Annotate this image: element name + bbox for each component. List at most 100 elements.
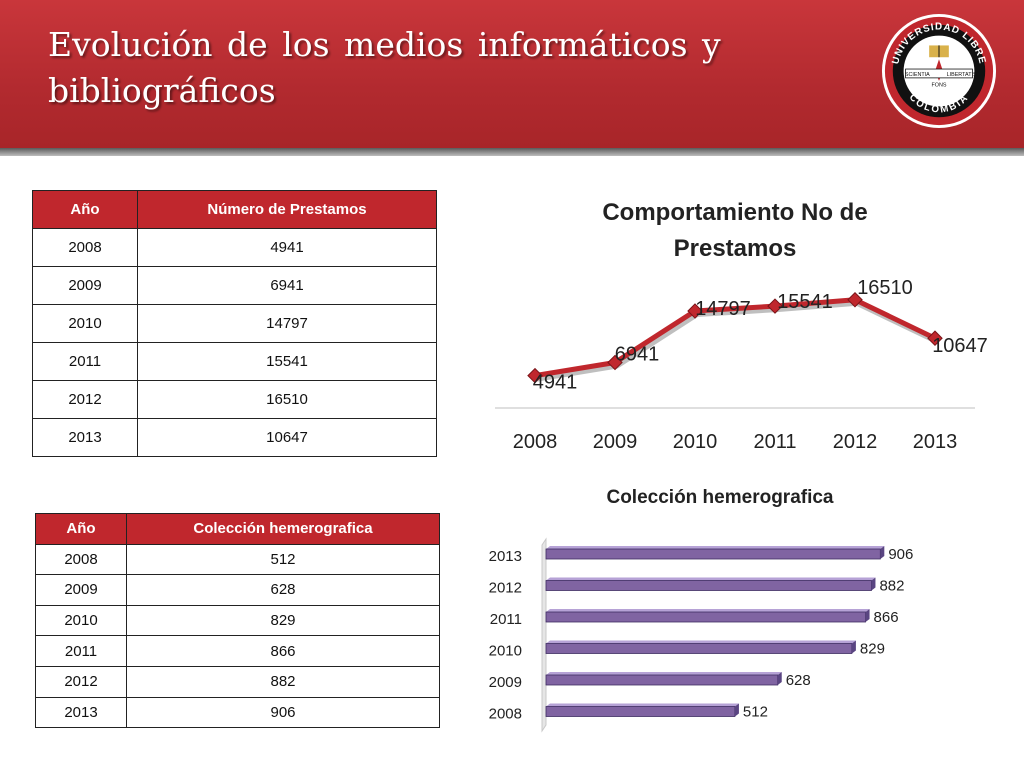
bar-end-face <box>777 672 782 685</box>
bar <box>545 706 736 717</box>
logo-banner-center: FONS <box>932 83 947 89</box>
bar <box>545 548 881 560</box>
bar-top-face <box>546 546 885 549</box>
bar-axis-wall <box>541 537 547 733</box>
table-row: 2009 628 <box>35 574 440 606</box>
table-row: 2008 4941 <box>32 228 437 267</box>
bar-end-face <box>880 546 885 559</box>
bar-top-face <box>546 672 782 675</box>
cell-year: 2008 <box>35 543 127 576</box>
data-label: 829 <box>860 641 885 658</box>
x-tick-label: 2012 <box>833 431 878 453</box>
cell-year: 2010 <box>32 304 138 343</box>
bar-end-face <box>871 577 876 591</box>
cell-value: 16510 <box>137 380 437 419</box>
x-tick-label: 2013 <box>913 431 958 453</box>
header-shadow <box>0 148 1024 156</box>
table-row: 2011 15541 <box>32 342 437 381</box>
bar-chart-title: Colección hemerografica <box>606 487 834 508</box>
data-point <box>927 330 943 346</box>
table-header-row: Año Número de Prestamos <box>32 190 437 229</box>
cell-value: 14797 <box>137 304 437 343</box>
data-label: 866 <box>874 609 899 626</box>
table-header-row: Año Colección hemerografica <box>35 513 440 545</box>
bar-top-face <box>546 609 870 612</box>
cell-value: 4941 <box>137 228 437 267</box>
y-tick-label: 2009 <box>489 674 522 691</box>
data-label: 628 <box>786 672 811 689</box>
data-label: 512 <box>743 704 768 721</box>
x-tick-label: 2011 <box>753 431 796 453</box>
data-label: 4941 <box>533 372 578 394</box>
logo-banner-right: LIBERTATIS <box>947 72 977 78</box>
cell-value: 829 <box>126 604 440 637</box>
data-label: 6941 <box>615 343 660 365</box>
data-point <box>847 291 863 308</box>
table-row: 2013 10647 <box>32 418 437 457</box>
cell-year: 2011 <box>35 635 127 667</box>
slide-title: Evolución de los medios informáticos y b… <box>48 22 768 114</box>
y-tick-label: 2013 <box>489 548 522 565</box>
y-tick-label: 2010 <box>489 643 522 660</box>
data-label: 882 <box>879 578 904 595</box>
slide-title-line2: bibliográficos <box>48 71 276 110</box>
bar <box>545 580 872 591</box>
bar <box>545 611 866 623</box>
cell-year: 2013 <box>32 418 138 457</box>
university-seal-logo: UNIVERSIDAD LIBRE COLOMBIA SCIENTIA FONS… <box>881 13 997 129</box>
hemerografica-table: Año Colección hemerografica 2008 512 2009… <box>35 513 440 729</box>
slide-header <box>0 0 1024 148</box>
data-label: 906 <box>888 546 913 563</box>
y-tick-label: 2008 <box>489 706 522 723</box>
data-label: 16510 <box>857 277 913 299</box>
table-row: 2012 16510 <box>32 380 437 419</box>
prestamos-table: Año Número de Prestamos 2008 4941 2009 694… <box>32 190 437 457</box>
cell-year: 2012 <box>35 665 127 698</box>
data-point <box>607 354 623 371</box>
logo-banner-left: SCIENTIA <box>905 72 930 78</box>
data-point <box>527 367 543 384</box>
cell-year: 2009 <box>35 574 127 606</box>
loans-line-chart: 4941 6941 14797 15541 16510 10647 2008 2009 2010… <box>495 277 988 453</box>
table-row: 2008 512 <box>35 543 440 576</box>
cell-value: 15541 <box>137 342 437 381</box>
cell-value: 512 <box>126 543 440 576</box>
x-tick-label: 2008 <box>513 431 558 453</box>
bar <box>545 674 779 686</box>
hemerografica-bar-chart: 512 2008 628 2009 829 2010 866 2011 882 2012 906 20… <box>489 537 913 733</box>
bar-end-face <box>865 609 870 622</box>
bar <box>545 643 853 654</box>
cell-year: 2011 <box>32 342 138 381</box>
bar-top-face <box>546 703 739 707</box>
cell-value: 866 <box>126 635 440 667</box>
cell-year: 2010 <box>35 604 127 637</box>
data-point <box>687 303 703 319</box>
line-chart-title: Comportamiento No de Prestamos <box>602 199 868 262</box>
bar-end-face <box>851 640 856 654</box>
slide-title-line1: Evolución de los medios informáticos y <box>48 25 721 64</box>
x-tick-label: 2010 <box>673 431 718 453</box>
cell-year: 2008 <box>32 228 138 267</box>
table-row: 2011 866 <box>35 635 440 667</box>
column-header-loans: Número de Prestamos <box>137 190 437 229</box>
data-label: 10647 <box>932 335 988 357</box>
bar-end-face <box>734 703 739 717</box>
table-row: 2010 14797 <box>32 304 437 343</box>
data-point <box>767 298 783 314</box>
cell-value: 628 <box>126 574 440 606</box>
table-row: 2010 829 <box>35 604 440 637</box>
cell-value: 906 <box>126 696 440 729</box>
series-line <box>534 297 937 379</box>
table-row: 2012 882 <box>35 665 440 698</box>
table-row: 2013 906 <box>35 696 440 729</box>
bar-top-face <box>546 577 876 581</box>
column-header-year: Año <box>35 513 127 545</box>
data-label: 15541 <box>777 291 833 313</box>
y-tick-label: 2011 <box>490 611 522 628</box>
cell-value: 10647 <box>137 418 437 457</box>
y-tick-label: 2012 <box>489 580 522 597</box>
cell-value: 882 <box>126 665 440 698</box>
cell-year: 2013 <box>35 696 127 729</box>
cell-year: 2009 <box>32 266 138 305</box>
column-header-year: Año <box>32 190 138 229</box>
